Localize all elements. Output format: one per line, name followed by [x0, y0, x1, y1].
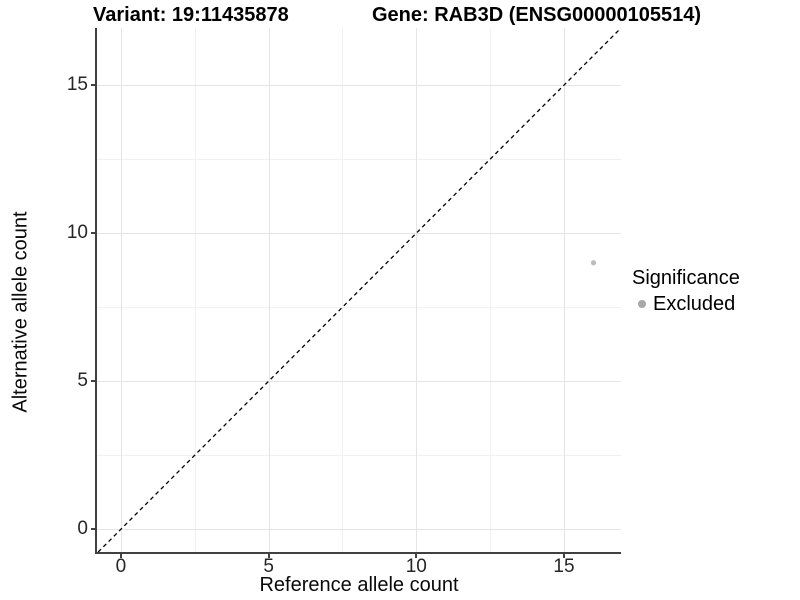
variant-title: Variant: 19:11435878: [93, 4, 289, 26]
x-tick-label: 5: [263, 556, 274, 577]
legend: Significance Excluded: [632, 266, 740, 316]
y-tick-mark: [91, 528, 95, 531]
x-tick-label: 10: [405, 556, 427, 577]
x-tick-label: 15: [553, 556, 575, 577]
y-tick-mark: [91, 380, 95, 383]
major-gridline-horizontal: [97, 529, 621, 531]
excluded-point-icon: [638, 300, 646, 308]
y-tick-mark: [91, 84, 95, 87]
major-gridline-horizontal: [97, 233, 621, 235]
y-tick-label: 0: [77, 518, 88, 540]
minor-gridline-horizontal: [97, 307, 621, 309]
minor-gridline-horizontal: [97, 159, 621, 161]
minor-gridline-vertical: [194, 28, 196, 552]
legend-title: Significance: [632, 267, 740, 289]
y-tick-label: 5: [77, 370, 88, 392]
legend-item-excluded: Excluded: [632, 292, 740, 316]
plot-panel: [97, 28, 621, 552]
y-tick-label: 15: [66, 74, 88, 96]
major-gridline-horizontal: [97, 381, 621, 383]
y-tick-mark: [91, 232, 95, 235]
major-gridline-horizontal: [97, 85, 621, 87]
x-tick-mark: [415, 554, 418, 558]
y-tick-label: 10: [66, 222, 88, 244]
data-point: [590, 260, 597, 266]
major-gridline-vertical: [120, 28, 122, 552]
x-axis-title: Reference allele count: [259, 574, 459, 596]
y-axis-title: Alternative allele count: [9, 211, 32, 413]
major-gridline-vertical: [268, 28, 270, 552]
minor-gridline-vertical: [490, 28, 492, 552]
legend-item-label: Excluded: [653, 292, 736, 315]
identity-line: [97, 28, 621, 552]
plot-draw-layer: [97, 28, 621, 552]
x-tick-mark: [562, 554, 565, 558]
x-tick-label: 0: [115, 556, 127, 577]
major-gridline-vertical: [416, 28, 418, 552]
x-tick-mark: [119, 554, 122, 558]
gene-title: Gene: RAB3D (ENSG00000105514): [372, 4, 702, 26]
axis-lines: [95, 28, 621, 554]
minor-gridline-vertical: [342, 28, 344, 552]
x-tick-mark: [267, 554, 270, 558]
minor-gridline-horizontal: [97, 455, 621, 457]
major-gridline-vertical: [563, 28, 565, 552]
